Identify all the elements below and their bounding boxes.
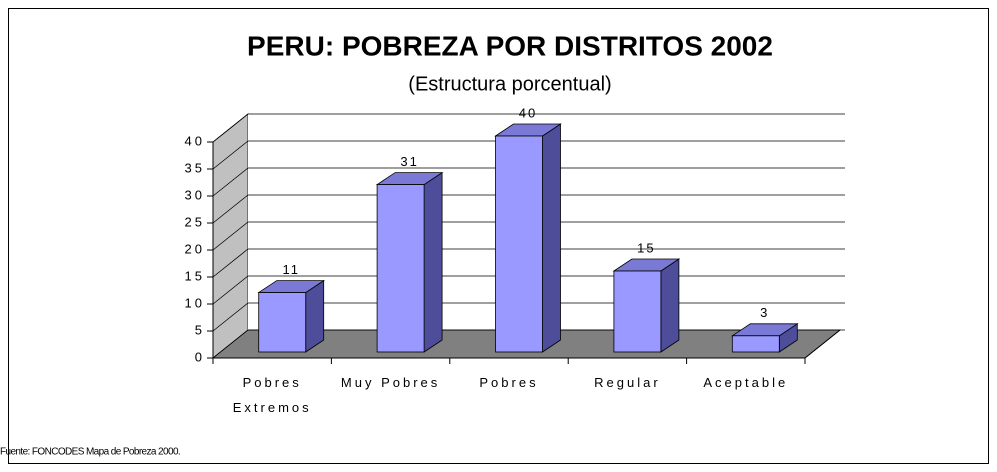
grid-line bbox=[212, 167, 845, 197]
value-label: 15 bbox=[637, 240, 655, 255]
bar-side bbox=[305, 279, 325, 353]
y-tick-label: 0 bbox=[195, 349, 205, 364]
bar bbox=[731, 335, 780, 353]
x-tick-label: Pobres bbox=[479, 375, 539, 390]
bar bbox=[258, 292, 307, 353]
y-tick-label: 5 bbox=[195, 322, 205, 337]
y-tick-label: 20 bbox=[185, 241, 205, 256]
y-tick-label: 40 bbox=[185, 133, 205, 148]
bar bbox=[376, 184, 425, 353]
y-tick-label: 10 bbox=[185, 295, 205, 310]
value-label: 3 bbox=[760, 305, 769, 320]
grid-line bbox=[212, 140, 845, 170]
bar-side bbox=[542, 123, 561, 353]
x-tick-label: Regular bbox=[594, 375, 661, 390]
bar-side bbox=[660, 258, 680, 353]
chart-title: PERU: POBREZA POR DISTRITOS 2002 bbox=[247, 30, 773, 61]
value-label: 31 bbox=[400, 154, 418, 169]
x-tick-label: Aceptable bbox=[703, 375, 789, 390]
x-tick-label: Pobres Extremos bbox=[232, 375, 312, 415]
y-tick-label: 25 bbox=[185, 214, 205, 229]
bar bbox=[495, 135, 543, 353]
bar bbox=[613, 270, 662, 353]
value-label: 11 bbox=[282, 262, 300, 277]
grid-line bbox=[212, 194, 845, 224]
floor-edge bbox=[804, 329, 841, 359]
grid-line bbox=[212, 113, 845, 143]
value-label: 40 bbox=[519, 105, 537, 120]
chart-subtitle: (Estructura porcentual) bbox=[408, 73, 611, 95]
bar-side bbox=[423, 171, 443, 353]
source-note: Fuente: FONCODES Mapa de Pobreza 2000. bbox=[0, 447, 180, 458]
grid-line bbox=[212, 248, 845, 278]
grid-line bbox=[212, 221, 845, 251]
y-tick-label: 35 bbox=[185, 160, 205, 175]
y-tick-label: 30 bbox=[185, 187, 205, 202]
y-tick-label: 15 bbox=[185, 268, 205, 283]
x-tick-label: Muy Pobres bbox=[340, 375, 441, 390]
